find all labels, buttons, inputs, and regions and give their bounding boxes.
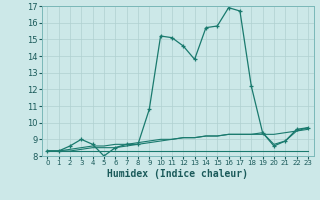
X-axis label: Humidex (Indice chaleur): Humidex (Indice chaleur)	[107, 169, 248, 179]
